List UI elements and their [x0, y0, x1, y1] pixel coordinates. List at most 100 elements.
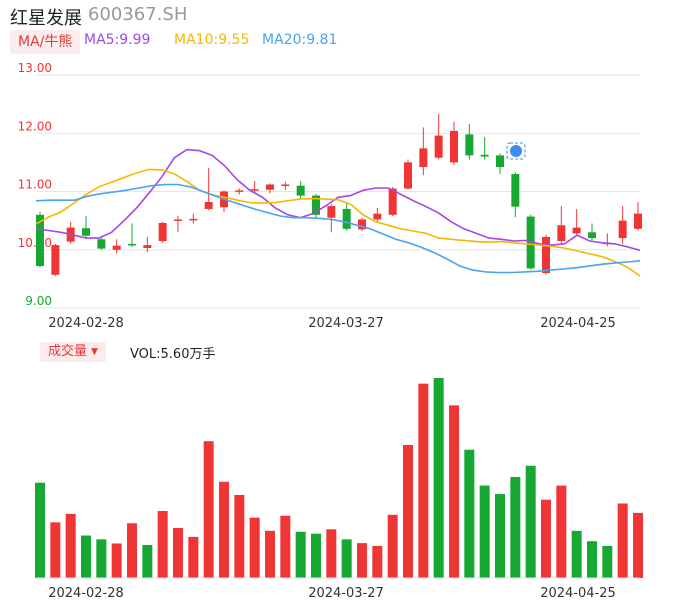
candle-body	[572, 227, 581, 234]
candle-body	[204, 201, 213, 209]
y-tick-label: 9.00	[25, 294, 52, 308]
candle	[112, 239, 121, 254]
signal-marker-dot	[510, 145, 522, 157]
candle-body	[143, 245, 152, 249]
y-tick-label: 13.00	[18, 61, 52, 75]
volume-bar	[249, 517, 260, 578]
volume-bar	[372, 545, 383, 578]
stock-code: 600367.SH	[88, 4, 188, 25]
volume-value: VOL:5.60万手	[130, 347, 216, 362]
candle-body	[480, 154, 489, 157]
candle	[542, 234, 550, 275]
volume-bar	[96, 539, 107, 578]
volume-bar	[111, 543, 122, 578]
volume-x-tick-label: 2024-02-28	[48, 586, 124, 601]
candle-body	[358, 219, 366, 230]
candle	[51, 243, 60, 276]
volume-bar	[127, 523, 137, 578]
candle-body	[296, 185, 305, 196]
y-tick-label: 10.00	[18, 236, 52, 250]
y-tick-label: 11.00	[18, 178, 52, 192]
volume-bar	[525, 465, 536, 578]
volume-bar	[265, 530, 275, 578]
candle	[312, 193, 320, 218]
candle-body	[542, 236, 550, 274]
candle	[496, 153, 504, 175]
ma5-line	[35, 148, 641, 252]
volume-bar	[188, 536, 199, 578]
candle-body	[266, 184, 274, 190]
volume-bar	[50, 522, 61, 578]
volume-bar	[556, 485, 567, 578]
volume-bar	[35, 482, 45, 578]
candle	[266, 183, 274, 194]
volume-indicator-selector[interactable]: 成交量 ▼	[40, 342, 106, 362]
candle	[281, 181, 290, 190]
candle	[511, 172, 520, 218]
volume-bar	[326, 529, 337, 578]
ma20-value: MA20:9.81	[262, 32, 338, 48]
x-tick-label: 2024-04-25	[540, 316, 616, 331]
candle-body	[235, 190, 244, 192]
candle-body	[312, 195, 320, 215]
candle	[404, 159, 412, 190]
volume-x-tick-label: 2024-04-25	[540, 586, 616, 601]
candle	[342, 203, 351, 231]
candle-body	[496, 155, 504, 168]
candle-body	[450, 130, 458, 163]
candle-body	[373, 213, 382, 220]
signal-marker-frame	[506, 142, 526, 160]
volume-bar	[602, 545, 613, 578]
candle	[572, 208, 581, 235]
candle-body	[342, 208, 351, 229]
candle	[327, 204, 336, 233]
volume-bar	[587, 541, 597, 578]
candle-body	[465, 134, 474, 156]
x-tick-label: 2024-02-28	[48, 316, 124, 331]
candle-body	[419, 148, 428, 168]
volume-bar	[157, 511, 168, 578]
ma-indicator-selector[interactable]: MA/牛熊	[10, 30, 81, 54]
volume-bar	[81, 535, 91, 578]
candle-body	[327, 206, 336, 218]
candle-body	[557, 225, 566, 242]
volume-bar	[219, 481, 229, 578]
volume-bar	[234, 494, 245, 578]
candle-body	[189, 218, 198, 221]
candle-body	[404, 162, 412, 189]
volume-bar	[142, 544, 153, 578]
candle	[465, 123, 474, 160]
volume-bar	[479, 485, 490, 578]
candle	[434, 114, 443, 160]
candle	[82, 215, 90, 240]
candle-body	[618, 220, 627, 239]
volume-x-tick-label: 2024-03-27	[308, 586, 384, 601]
candle	[66, 221, 75, 244]
candle	[97, 238, 106, 250]
volume-tag-label: 成交量	[48, 344, 88, 359]
candle	[603, 233, 612, 247]
candle-body	[250, 189, 259, 191]
candle	[250, 181, 259, 193]
candle	[557, 206, 566, 246]
volume-bar	[541, 499, 551, 578]
volume-bar	[633, 512, 643, 578]
candle	[480, 137, 489, 160]
volume-bar	[295, 531, 306, 578]
volume-bar	[617, 503, 628, 578]
candle	[373, 207, 382, 222]
candle-body	[174, 219, 182, 221]
volume-bar	[433, 378, 444, 578]
candle	[189, 213, 198, 224]
candle	[450, 121, 458, 165]
candle-body	[588, 232, 596, 239]
volume-bar	[571, 530, 582, 578]
volume-bar	[510, 477, 521, 578]
volume-bar	[357, 543, 367, 578]
candle-body	[511, 174, 520, 207]
volume-bar	[65, 513, 76, 578]
candle	[296, 181, 305, 199]
volume-bar	[403, 444, 413, 578]
candle-body	[158, 222, 167, 242]
